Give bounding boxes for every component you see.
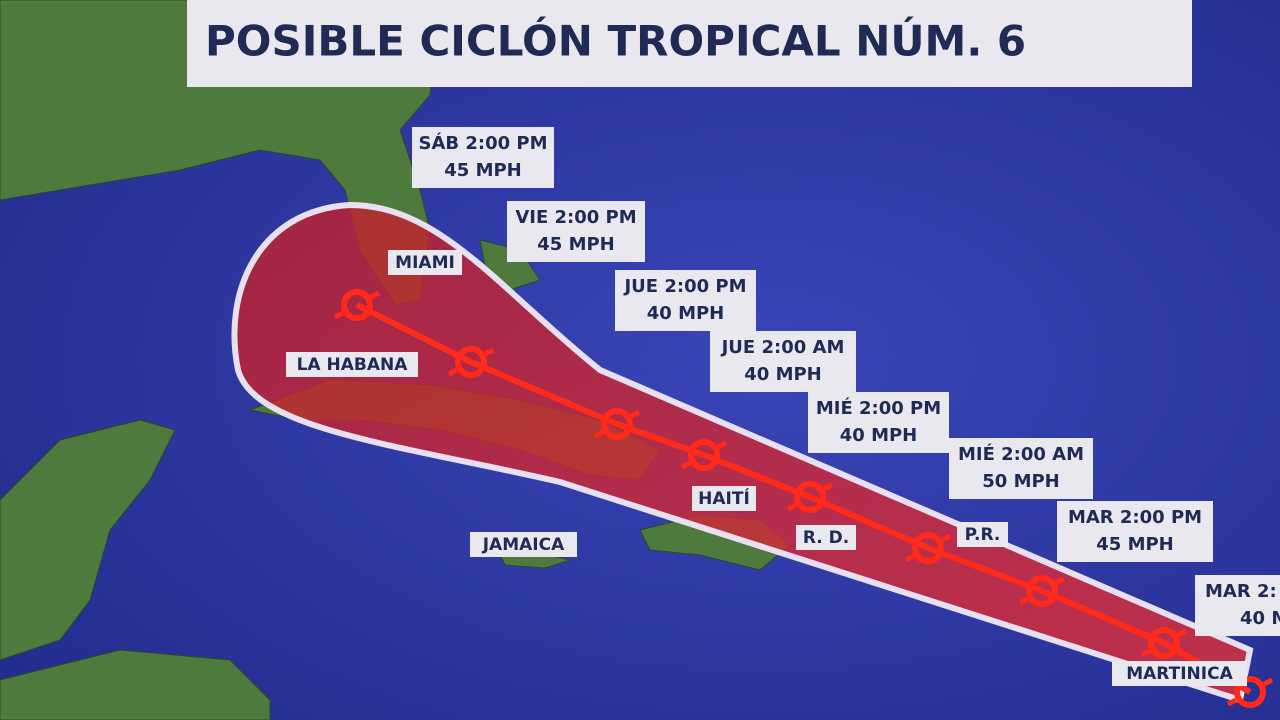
storm-symbol-tail xyxy=(447,347,495,377)
storm-symbol-tail xyxy=(1140,628,1188,658)
place-box xyxy=(692,486,756,511)
forecast-box xyxy=(1057,501,1213,562)
forecast-wind: 50 MPH xyxy=(982,471,1059,492)
forecast-time: JUE 2:00 PM xyxy=(622,276,746,297)
forecast-wind: 45 MPH xyxy=(1096,534,1173,555)
place-label: R. D. xyxy=(803,528,849,548)
forecast-time: MIÉ 2:00 AM xyxy=(958,443,1084,465)
storm-symbol-tail xyxy=(786,482,834,512)
storm-symbol xyxy=(688,439,720,471)
storm-symbol-tail xyxy=(1226,677,1274,707)
place-box xyxy=(286,352,418,377)
storm-symbol xyxy=(794,481,826,513)
yucatan xyxy=(0,419,176,661)
forecast-box xyxy=(412,127,554,188)
storm-symbol-tail xyxy=(904,533,952,563)
forecast-box xyxy=(949,438,1093,499)
storm-symbol xyxy=(341,289,373,321)
forecast-wind: 40 MPH xyxy=(744,364,821,385)
forecast-box xyxy=(808,392,949,453)
forecast-wind: 40 MPH xyxy=(840,425,917,446)
storm-symbol-tail xyxy=(333,290,381,320)
storm-symbol xyxy=(1026,575,1058,607)
central-america xyxy=(0,649,271,720)
place-label: MIAMI xyxy=(395,253,455,273)
forecast-box xyxy=(710,331,856,392)
forecast-time: MAR 2: xyxy=(1205,581,1277,602)
forecast-box xyxy=(507,201,645,262)
storm-symbol xyxy=(1148,627,1180,659)
place-box xyxy=(470,532,577,557)
storm-symbol xyxy=(455,346,487,378)
storm-symbol-tail xyxy=(593,409,641,439)
storm-symbol-tail xyxy=(680,440,728,470)
forecast-time: SÁB 2:00 PM xyxy=(418,132,547,154)
forecast-wind: 40 MPH xyxy=(647,303,724,324)
storm-symbol xyxy=(601,408,633,440)
place-label: HAITÍ xyxy=(698,487,750,509)
title: POSIBLE CICLÓN TROPICAL NÚM. 6 xyxy=(205,16,1026,66)
forecast-time: MAR 2:00 PM xyxy=(1068,507,1202,528)
place-label: P.R. xyxy=(965,525,1001,545)
forecast-box xyxy=(615,270,756,331)
forecast-wind: 40 M xyxy=(1240,608,1280,629)
place-label: MARTINICA xyxy=(1126,664,1233,684)
forecast-wind: 45 MPH xyxy=(444,160,521,181)
forecast-track xyxy=(355,302,1252,695)
storm-symbol xyxy=(1234,676,1266,708)
place-box xyxy=(388,250,462,275)
forecast-wind: 45 MPH xyxy=(537,234,614,255)
storm-symbol-tail xyxy=(1018,576,1066,606)
place-label: LA HABANA xyxy=(297,355,409,375)
title-box xyxy=(187,0,1192,87)
place-box xyxy=(796,525,856,550)
place-box xyxy=(957,522,1008,547)
forecast-time: MIÉ 2:00 PM xyxy=(816,397,941,419)
place-box xyxy=(1112,661,1247,686)
place-label: JAMAICA xyxy=(482,535,565,555)
storm-symbol xyxy=(912,532,944,564)
forecast-box xyxy=(1195,575,1280,636)
forecast-time: VIE 2:00 PM xyxy=(515,207,636,228)
forecast-time: JUE 2:00 AM xyxy=(720,337,845,358)
